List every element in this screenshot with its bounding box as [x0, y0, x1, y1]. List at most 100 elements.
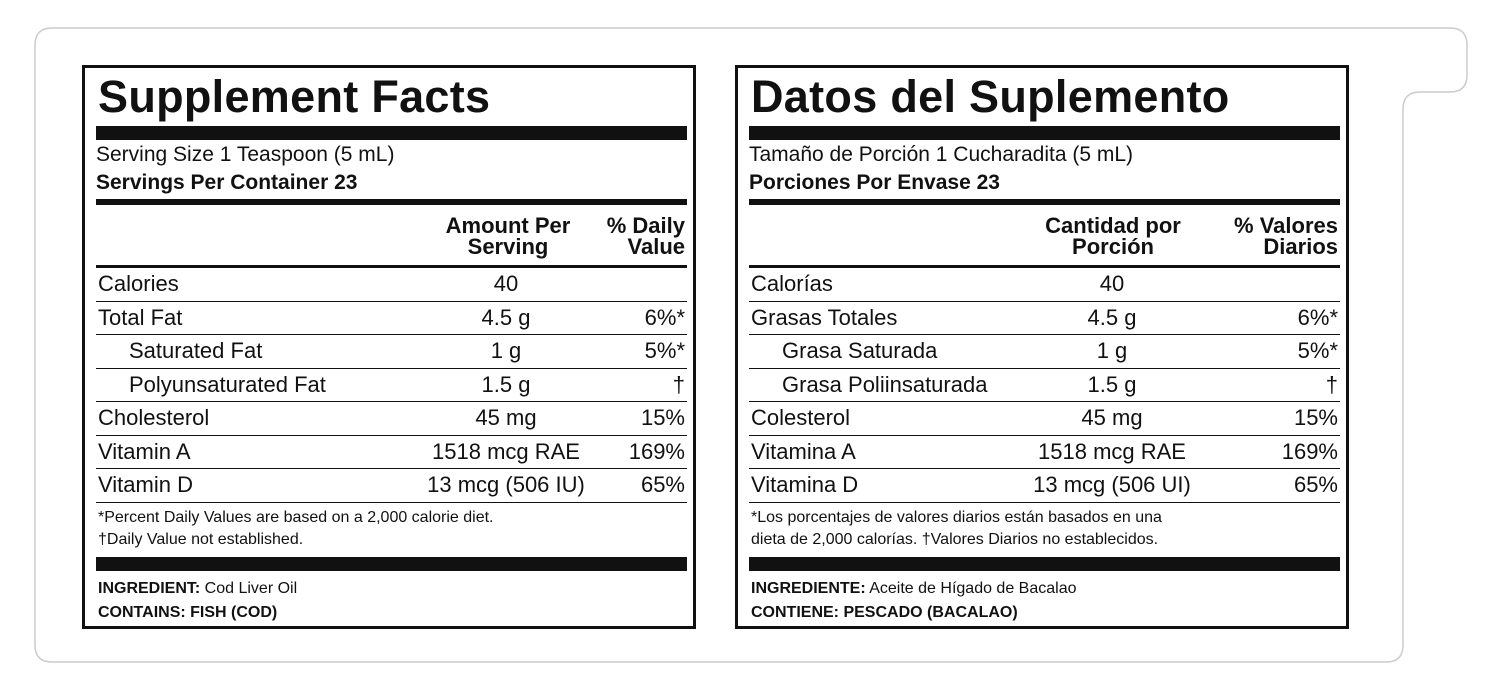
nutrient-rows: Calories 40 Total Fat 4.5 g 6%* Saturated Fat…: [96, 268, 687, 503]
ingredient-value: Cod Liver Oil: [200, 579, 298, 597]
row-divider: [96, 300, 687, 302]
nutrient-amount: 1518 mcg RAE: [1038, 438, 1186, 464]
nutrient-name: Saturated Fat: [129, 338, 263, 363]
nutrient-name: Vitamin A: [98, 438, 191, 464]
column-header-row: Amount Per Serving % Daily Value: [96, 205, 687, 265]
nutrient-daily-value: 65%: [640, 472, 685, 497]
nutrient-name: Grasa Saturada: [782, 338, 938, 363]
nutrient-daily-value: 6%*: [1297, 304, 1338, 330]
nutrient-name: Vitamina D: [751, 472, 859, 497]
panel-title: Supplement Facts: [98, 71, 491, 122]
nutrient-name: Cholesterol: [98, 405, 210, 430]
medium-divider: [96, 199, 687, 205]
nutrient-daily-value: 65%: [1293, 472, 1338, 497]
nutrient-amount: 1 g: [490, 338, 522, 363]
amount-column-header: Amount Per Serving: [398, 213, 618, 259]
nutrient-daily-value: 169%: [1281, 438, 1338, 464]
ingredient-label: INGREDIENTE:: [751, 579, 866, 597]
row-divider: [749, 334, 1340, 335]
nutrient-row: Vitamin A 1518 mcg RAE 169%: [96, 436, 687, 469]
daily-value-column-header: % Daily Value: [607, 215, 685, 259]
nutrient-row: Vitamin D 13 mcg (506 IU) 65%: [96, 469, 687, 502]
nutrient-row: Saturated Fat 1 g 5%*: [96, 335, 687, 368]
nutrient-amount: 4.5 g: [1087, 304, 1137, 330]
nutrient-daily-value: †: [672, 371, 685, 397]
amount-column-header: Cantidad por Porción: [1003, 213, 1223, 259]
row-divider: [96, 468, 687, 469]
nutrient-name: Calories: [98, 271, 179, 296]
nutrient-amount: 1.5 g: [1087, 371, 1137, 397]
servings-per-container: Servings Per Container 23: [96, 171, 358, 194]
amount-header-line-2: Porción: [1072, 234, 1154, 259]
nutrient-name: Calorías: [751, 271, 833, 296]
ingredients-block: INGREDIENTE: Aceite de Hígado de Bacalao…: [749, 571, 1340, 625]
serving-size: Tamaño de Porción 1 Cucharadita (5 mL): [749, 143, 1134, 166]
nutrient-rows: Calorías 40 Grasas Totales 4.5 g 6%* Grasa Sa…: [749, 268, 1340, 503]
serving-size: Serving Size 1 Teaspoon (5 mL): [96, 143, 395, 166]
nutrient-amount: 45 mg: [475, 405, 537, 430]
nutrient-daily-value: 5%*: [1297, 338, 1338, 363]
nutrient-name: Total Fat: [98, 304, 183, 330]
thick-divider: [749, 556, 1340, 571]
ingredient-line: INGREDIENT: Cod Liver Oil: [98, 577, 687, 601]
dv-header-line-1: % Valores: [1234, 213, 1338, 238]
row-divider: [96, 401, 687, 402]
nutrient-row: Vitamina D 13 mcg (506 UI) 65%: [749, 469, 1340, 502]
thick-divider: [96, 556, 687, 571]
nutrient-row: Calories 40: [96, 268, 687, 301]
nutrient-daily-value: 15%: [1293, 405, 1338, 430]
dv-header-line-2: Diarios: [1263, 234, 1338, 259]
nutrient-amount: 40: [493, 271, 519, 296]
row-divider: [96, 434, 687, 436]
amount-header-line-1: Amount Per: [445, 213, 571, 238]
nutrient-name: Vitamina A: [751, 438, 856, 464]
footnote-percent-daily: *Los porcentajes de valores diarios está…: [751, 508, 1162, 526]
medium-divider: [749, 199, 1340, 205]
column-header-row: Cantidad por Porción % Valores Diarios: [749, 205, 1340, 265]
nutrient-amount: 1.5 g: [481, 371, 531, 397]
nutrient-name: Grasas Totales: [751, 304, 898, 330]
nutrient-name: Colesterol: [751, 405, 851, 430]
nutrient-daily-value: 5%*: [644, 338, 685, 363]
dv-header-line-2: Value: [627, 234, 685, 259]
nutrient-row: Polyunsaturated Fat 1.5 g †: [96, 369, 687, 402]
nutrient-amount: 1 g: [1096, 338, 1128, 363]
servings-per-container: Porciones Por Envase 23: [749, 171, 1000, 194]
nutrient-daily-value: †: [1325, 371, 1338, 397]
nutrient-amount: 45 mg: [1081, 405, 1143, 430]
nutrient-daily-value: 6%*: [644, 304, 685, 330]
row-divider: [749, 300, 1340, 302]
row-divider: [96, 501, 687, 503]
amount-header-line-1: Cantidad por: [1045, 213, 1181, 238]
supplement-facts-panel-spanish: Datos del Suplemento Tamaño de Porción 1…: [735, 65, 1349, 629]
row-divider: [749, 401, 1340, 402]
nutrient-row: Colesterol 45 mg 15%: [749, 402, 1340, 435]
nutrient-daily-value: 15%: [640, 405, 685, 430]
supplement-facts-panel-english: Supplement Facts Serving Size 1 Teaspoon…: [82, 65, 696, 629]
nutrient-name: Grasa Poliinsaturada: [782, 371, 988, 397]
nutrient-amount: 13 mcg (506 IU): [427, 472, 585, 497]
ingredient-line: INGREDIENTE: Aceite de Hígado de Bacalao: [751, 577, 1340, 601]
allergen-line: CONTAINS: FISH (COD): [98, 601, 687, 625]
daily-value-column-header: % Valores Diarios: [1234, 213, 1338, 259]
nutrient-row: Grasa Saturada 1 g 5%*: [749, 335, 1340, 368]
nutrient-name: Polyunsaturated Fat: [129, 371, 326, 397]
nutrient-row: Total Fat 4.5 g 6%*: [96, 302, 687, 335]
row-divider: [96, 367, 687, 369]
nutrient-name: Vitamin D: [98, 472, 193, 497]
nutrient-row: Calorías 40: [749, 268, 1340, 301]
nutrient-row: Cholesterol 45 mg 15%: [96, 402, 687, 435]
amount-header-line-2: Serving: [467, 234, 549, 259]
row-divider: [749, 367, 1340, 369]
contains-statement: CONTIENE: PESCADO (BACALAO): [751, 603, 1018, 621]
nutrient-amount: 4.5 g: [481, 304, 531, 330]
thick-divider: [749, 126, 1340, 140]
footnotes: *Los porcentajes de valores diarios está…: [749, 503, 1340, 557]
nutrient-amount: 40: [1099, 271, 1125, 296]
allergen-line: CONTIENE: PESCADO (BACALAO): [751, 601, 1340, 625]
footnote-dagger: dieta de 2,000 calorías. †Valores Diario…: [751, 530, 1159, 548]
nutrient-row: Vitamina A 1518 mcg RAE 169%: [749, 436, 1340, 469]
row-divider: [749, 468, 1340, 469]
footnotes: *Percent Daily Values are based on a 2,0…: [96, 503, 687, 557]
